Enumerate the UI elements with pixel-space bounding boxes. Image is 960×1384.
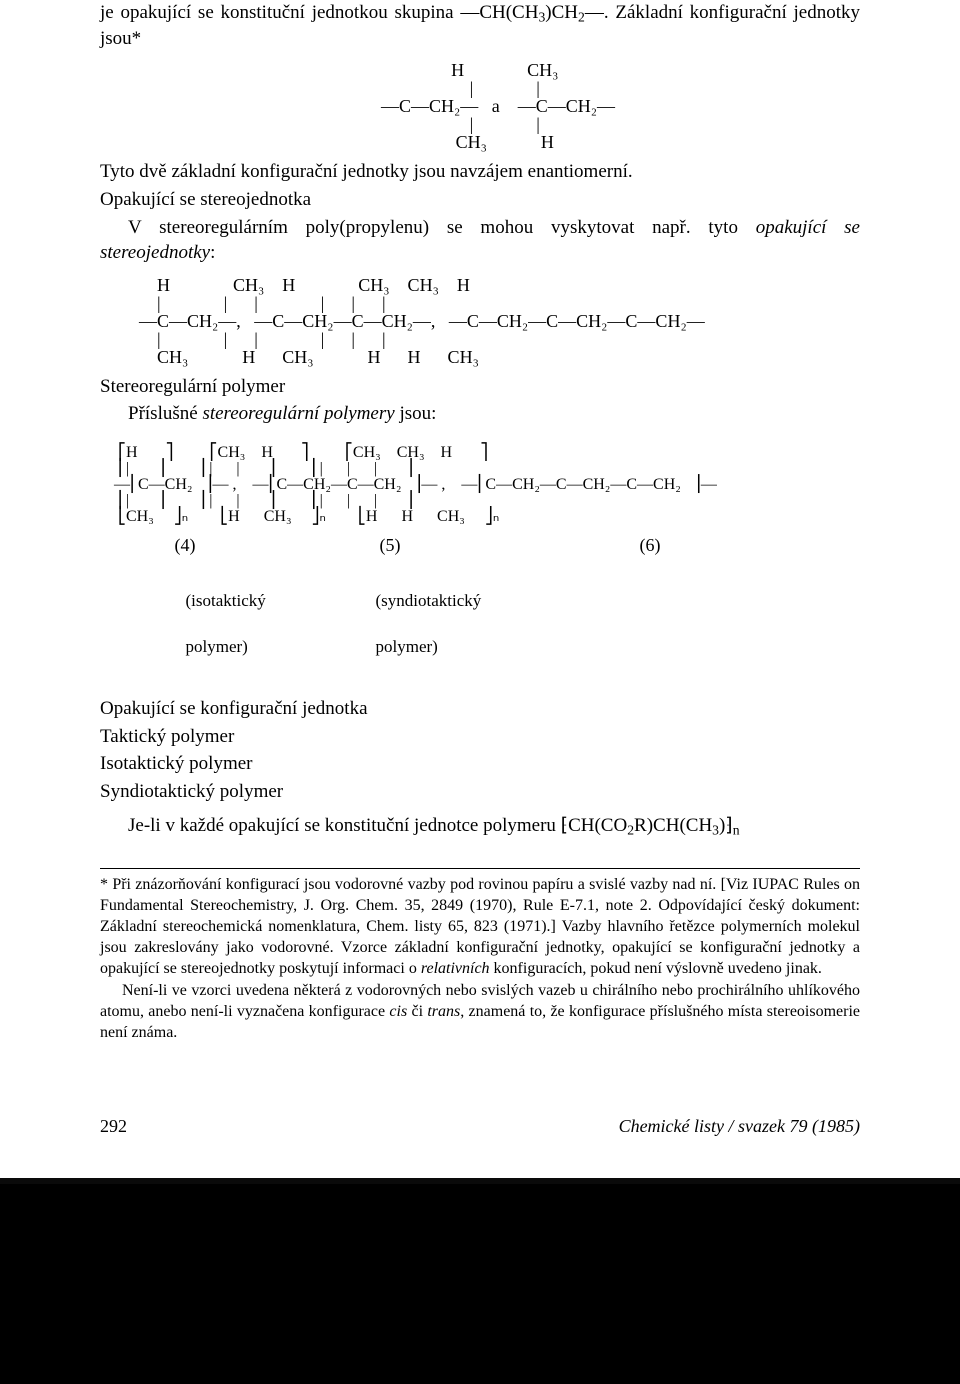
paragraph-4: V stereoregulárním poly(propylenu) se mo… [100,215,860,266]
label-4: (4) [100,533,270,557]
page-number: 292 [100,1114,127,1138]
text-italic: relativních [421,960,490,977]
text: či [407,1003,427,1020]
text: konfiguracích, pokud není výslovně uvede… [490,960,822,977]
chem-structure-1: H CH₃ | | —C—CH₂— a —C—CH₂— | | CH₃ H [100,61,860,151]
chem-formula: ⎡H ⎤ ⎡CH₃ H ⎤ ⎡CH₃ CH₃ H ⎤ ⎢| ⎥ ⎢| | ⎥ ⎢… [110,445,860,525]
text: je opakující se konstituční jednotkou sk… [100,2,538,23]
structure-labels: (4) (5) (6) [100,533,860,557]
isotactic-label: (isotaktický polymer) [160,567,350,682]
label-5: (5) [270,533,510,557]
footnote-p2: Není-li ve vzorci uvedena některá z vodo… [100,981,860,1043]
label-6: (6) [510,533,790,557]
sub: 2 [578,9,585,24]
term-config-unit: Opakující se konfigurační jednotka [100,696,860,722]
paragraph-6: Příslušné stereoregulární polymery jsou: [100,401,860,427]
text: polymer) [186,637,248,656]
paragraph-2: Tyto dvě základní konfigurační jednotky … [100,159,860,185]
sub: 3 [712,822,719,837]
chem-structure-3: ⎡H ⎤ ⎡CH₃ H ⎤ ⎡CH₃ CH₃ H ⎤ ⎢| ⎥ ⎢| | ⎥ ⎢… [110,445,860,525]
chem-structure-2: H CH₃ H CH₃ CH₃ H | | | | | | —C—CH₂—, —… [130,276,860,366]
text: R)CH(CH [634,815,712,836]
text: V stereoregulárním poly(propylenu) se mo… [128,217,756,238]
text: )CH [545,2,578,23]
page-content: je opakující se konstituční jednotkou sk… [0,0,960,1138]
paragraph-closing: Je-li v každé opakující se konstituční j… [100,813,860,839]
chem-formula: H CH₃ H CH₃ CH₃ H | | | | | | —C—CH₂—, —… [130,276,860,366]
heading-stereounit: Opakující se stereojednotka [100,187,860,213]
text: polymer) [376,637,438,656]
term-isotactic: Isotaktický polymer [100,751,860,777]
text-italic: trans [427,1003,460,1020]
inline-formula: ⁅CH(CO2R)CH(CH3)⁆n [561,815,740,836]
footnote-p1: * Při znázorňování konfigurací jsou vodo… [100,875,860,979]
term-syndiotactic: Syndiotaktický polymer [100,779,860,805]
text: jsou: [395,403,437,424]
text: : [210,242,215,263]
tacticity-labels: (isotaktický polymer) (syndiotaktický po… [100,567,860,682]
syndiotactic-label: (syndiotaktický polymer) [350,567,481,682]
text: Příslušné [128,403,202,424]
heading-stereoregular: Stereoregulární polymer [100,374,860,400]
text: Je-li v každé opakující se konstituční j… [128,815,561,836]
text-italic: stereoregulární polymery [202,403,394,424]
text: )⁆ [719,815,733,836]
journal-ref: Chemické listy / svazek 79 (1985) [619,1114,860,1138]
text: (isotaktický [186,591,266,610]
paragraph-1: je opakující se konstituční jednotkou sk… [100,0,860,51]
page-footer: 292 Chemické listy / svazek 79 (1985) [100,1114,860,1138]
sub: n [733,822,740,837]
chem-formula: H CH₃ | | —C—CH₂— a —C—CH₂— | | CH₃ H [100,61,860,151]
scan-artifact-black [0,1184,960,1384]
footnote: * Při znázorňování konfigurací jsou vodo… [100,868,860,1043]
term-tactic: Taktický polymer [100,724,860,750]
text: ⁅CH(CO [561,815,628,836]
text-italic: cis [389,1003,407,1020]
text: (syndiotaktický [376,591,482,610]
